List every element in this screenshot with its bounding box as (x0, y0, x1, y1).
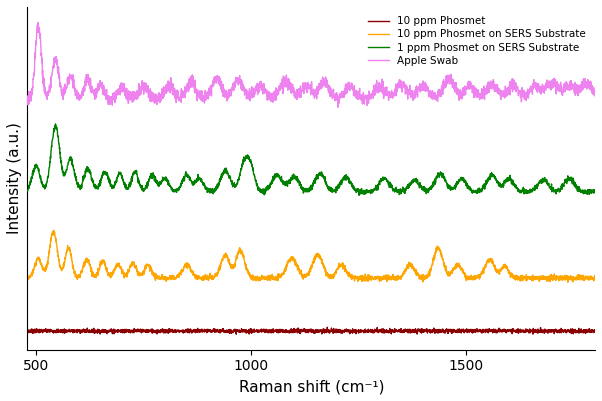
10 ppm Phosmet on SERS Substrate (266, 273, 273, 277)
Line: 10 ppm Phosmet on SERS Substrate: 10 ppm Phosmet on SERS Substrate (28, 231, 595, 282)
10 ppm Phosmet on SERS Substrate (591, 273, 598, 278)
10 ppm Phosmet on SERS Substrate (122, 271, 129, 276)
1 ppm Phosmet on SERS Substrate (581, 189, 588, 194)
10 ppm Phosmet (266, 327, 273, 332)
10 ppm Phosmet (581, 328, 588, 333)
10 ppm Phosmet on SERS Substrate (242, 263, 249, 268)
Apple Swab (89, 89, 96, 94)
10 ppm Phosmet on SERS Substrate (564, 280, 571, 285)
Apple Swab (591, 91, 598, 96)
10 ppm Phosmet on SERS Substrate (24, 273, 31, 278)
10 ppm Phosmet (232, 332, 240, 336)
1 ppm Phosmet on SERS Substrate (24, 188, 31, 193)
10 ppm Phosmet (324, 325, 331, 330)
Apple Swab (24, 97, 31, 102)
Y-axis label: Intensity (a.u.): Intensity (a.u.) (7, 122, 22, 234)
10 ppm Phosmet on SERS Substrate (50, 228, 57, 233)
1 ppm Phosmet on SERS Substrate (122, 186, 129, 190)
1 ppm Phosmet on SERS Substrate (591, 189, 598, 194)
10 ppm Phosmet (88, 330, 96, 335)
1 ppm Phosmet on SERS Substrate (89, 177, 96, 182)
Apple Swab (520, 93, 527, 97)
X-axis label: Raman shift (cm⁻¹): Raman shift (cm⁻¹) (238, 379, 384, 394)
1 ppm Phosmet on SERS Substrate (355, 193, 362, 198)
10 ppm Phosmet (520, 330, 527, 334)
Legend: 10 ppm Phosmet, 10 ppm Phosmet on SERS Substrate, 1 ppm Phosmet on SERS Substrat: 10 ppm Phosmet, 10 ppm Phosmet on SERS S… (364, 12, 590, 70)
Line: Apple Swab: Apple Swab (28, 22, 595, 107)
Line: 10 ppm Phosmet: 10 ppm Phosmet (28, 327, 595, 334)
Line: 1 ppm Phosmet on SERS Substrate: 1 ppm Phosmet on SERS Substrate (28, 124, 595, 195)
1 ppm Phosmet on SERS Substrate (52, 122, 59, 126)
10 ppm Phosmet on SERS Substrate (520, 277, 527, 282)
Apple Swab (34, 20, 42, 25)
Apple Swab (242, 91, 249, 96)
10 ppm Phosmet on SERS Substrate (89, 270, 96, 275)
Apple Swab (266, 95, 273, 99)
Apple Swab (581, 82, 588, 87)
10 ppm Phosmet (591, 328, 598, 333)
10 ppm Phosmet (242, 329, 249, 334)
1 ppm Phosmet on SERS Substrate (266, 185, 273, 190)
1 ppm Phosmet on SERS Substrate (520, 188, 527, 193)
10 ppm Phosmet (24, 327, 31, 332)
1 ppm Phosmet on SERS Substrate (242, 155, 249, 160)
10 ppm Phosmet (122, 330, 129, 335)
Apple Swab (334, 105, 341, 109)
Apple Swab (122, 90, 129, 95)
10 ppm Phosmet on SERS Substrate (581, 278, 588, 283)
